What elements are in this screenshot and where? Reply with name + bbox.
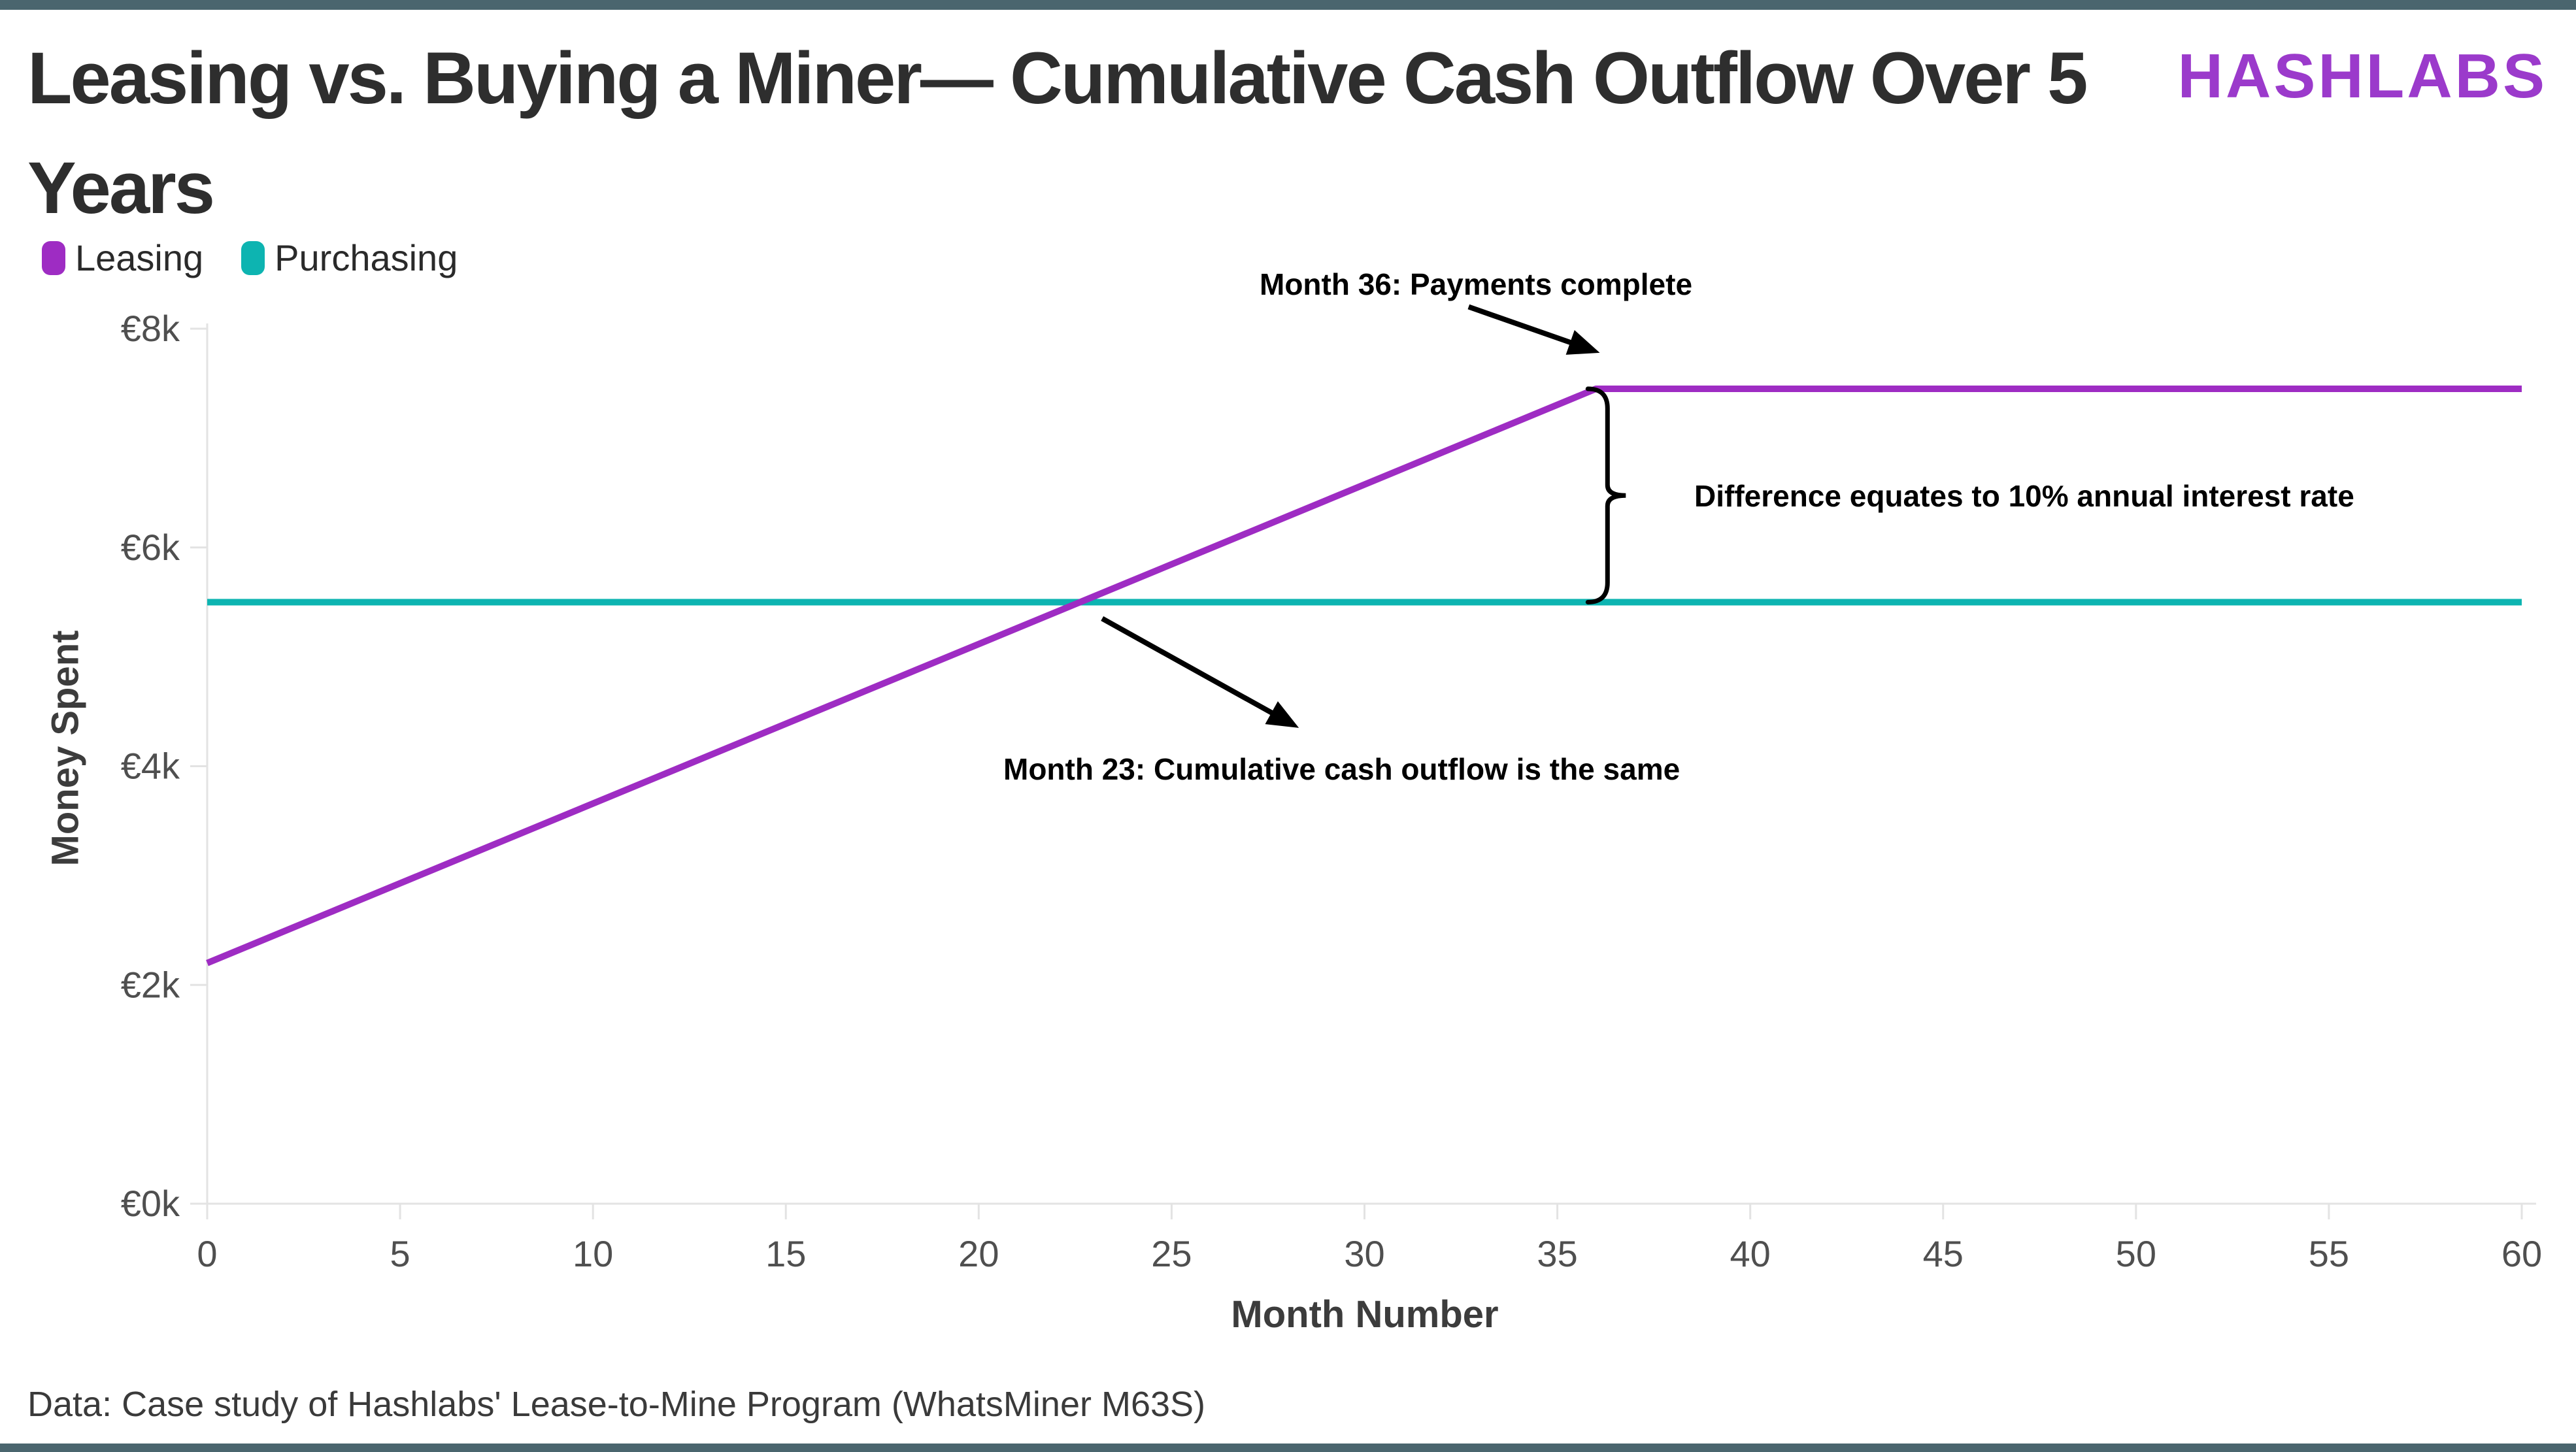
- source-note: Data: Case study of Hashlabs' Lease-to-M…: [27, 1385, 1206, 1424]
- y-tick-label: €6k: [121, 527, 180, 568]
- hashlabs-logo: HASHLABS: [2177, 41, 2547, 111]
- x-tick-label: 0: [197, 1233, 217, 1274]
- x-tick-label: 40: [1730, 1233, 1771, 1274]
- y-tick-label: €2k: [121, 964, 180, 1005]
- y-tick-label: €0k: [121, 1183, 180, 1224]
- annotation-arrow-2: [1101, 616, 1275, 717]
- chart-title: Leasing vs. Buying a Miner— Cumulative C…: [27, 24, 2171, 243]
- x-tick-label: 25: [1151, 1233, 1192, 1274]
- x-tick-label: 50: [2116, 1233, 2156, 1274]
- top-accent-bar: [0, 0, 2576, 10]
- x-tick-label: 20: [958, 1233, 999, 1274]
- bottom-accent-bar: [0, 1444, 2576, 1452]
- legend-label-purchasing: Purchasing: [275, 237, 458, 278]
- difference-brace: [1585, 386, 1626, 604]
- x-tick-label: 15: [765, 1233, 806, 1274]
- annotation-arrow-0: [1467, 304, 1574, 346]
- legend-item-purchasing: Purchasing: [241, 237, 458, 279]
- y-axis-title: Money Spent: [44, 630, 87, 866]
- annotation-month-36: Month 36: Payments complete: [1260, 267, 1693, 301]
- legend-swatch-purchasing: [241, 240, 265, 275]
- x-axis-title: Month Number: [1231, 1293, 1499, 1336]
- title-line-1: Leasing vs. Buying a Miner— Cumulative C…: [27, 37, 2088, 119]
- x-tick-label: 10: [573, 1233, 613, 1274]
- annotation-interest-difference: Difference equates to 10% annual interes…: [1694, 479, 2354, 513]
- x-tick-label: 30: [1344, 1233, 1384, 1274]
- leasing-line: [206, 386, 2522, 966]
- chart-legend: Leasing Purchasing: [42, 237, 458, 279]
- x-tick-label: 55: [2309, 1233, 2349, 1274]
- legend-label-leasing: Leasing: [75, 237, 204, 278]
- y-tick-label: €4k: [121, 746, 180, 787]
- title-line-2: Years: [27, 147, 215, 229]
- legend-item-leasing: Leasing: [42, 237, 203, 279]
- annotation-arrow-2-head: [1265, 701, 1299, 728]
- annotation-arrow-0-head: [1565, 330, 1600, 355]
- x-tick-label: 35: [1537, 1233, 1577, 1274]
- y-tick-label: €8k: [121, 308, 180, 349]
- legend-swatch-leasing: [42, 240, 65, 275]
- annotation-month-23: Month 23: Cumulative cash outflow is the…: [1003, 752, 1681, 786]
- x-tick-label: 45: [1923, 1233, 1964, 1274]
- x-tick-label: 60: [2501, 1233, 2542, 1274]
- x-tick-label: 5: [390, 1233, 410, 1274]
